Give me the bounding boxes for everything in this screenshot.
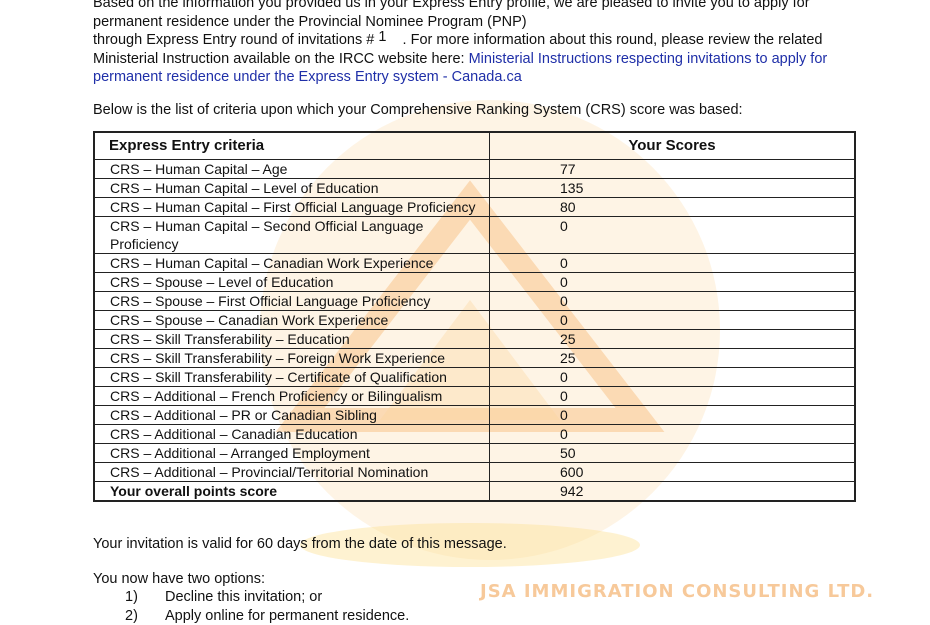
score-cell: 50 [490, 444, 856, 463]
table-header-row: Express Entry criteria Your Scores [94, 132, 855, 160]
score-cell: 25 [490, 349, 856, 368]
criterion-cell: CRS – Human Capital – Second Official La… [94, 217, 490, 254]
criterion-cell: CRS – Human Capital – Level of Education [94, 179, 490, 198]
option-text: Apply online for permanent residence. [165, 608, 409, 624]
criterion-cell: CRS – Human Capital – Canadian Work Expe… [94, 254, 490, 273]
criterion-cell: CRS – Skill Transferability – Certificat… [94, 368, 490, 387]
score-cell: 25 [490, 330, 856, 349]
criteria-intro: Below is the list of criteria upon which… [93, 101, 873, 120]
header-criteria: Express Entry criteria [94, 132, 490, 160]
round-label: through Express Entry round of invitatio… [93, 32, 374, 48]
table-row: CRS – Human Capital – Second Official La… [94, 217, 855, 254]
table-row: CRS – Human Capital – Canadian Work Expe… [94, 254, 855, 273]
option-number: 2) [125, 607, 165, 625]
intro-paragraph: Based on the information you provided us… [93, 0, 873, 87]
score-cell: 0 [490, 311, 856, 330]
criterion-cell: CRS – Spouse – First Official Language P… [94, 292, 490, 311]
options-list: 1)Decline this invitation; or 2)Apply on… [125, 588, 465, 625]
intro-line: Based on the information you provided us… [93, 0, 873, 13]
criterion-cell: CRS – Spouse – Level of Education [94, 273, 490, 292]
intro-line: permanent residence under the Provincial… [93, 13, 873, 32]
intro-text: Ministerial Instruction available on the… [93, 51, 465, 67]
criterion-cell: CRS – Skill Transferability – Foreign Wo… [94, 349, 490, 368]
score-cell: 942 [490, 482, 856, 502]
option-item: 1)Decline this invitation; or [125, 588, 465, 607]
table-row: CRS – Additional – French Proficiency or… [94, 387, 855, 406]
score-cell: 80 [490, 198, 856, 217]
crs-score-table: Express Entry criteria Your Scores CRS –… [93, 131, 856, 502]
options-intro: You now have two options: [93, 570, 873, 589]
header-scores: Your Scores [490, 132, 856, 160]
criterion-cell: CRS – Human Capital – Age [94, 160, 490, 179]
table-row: CRS – Skill Transferability – Foreign Wo… [94, 349, 855, 368]
option-item: 2)Apply online for permanent residence. [125, 607, 465, 625]
option-number: 1) [125, 588, 165, 607]
score-cell: 0 [490, 368, 856, 387]
table-row: CRS – Human Capital – Level of Education… [94, 179, 855, 198]
table-row: CRS – Additional – PR or Canadian Siblin… [94, 406, 855, 425]
score-cell: 0 [490, 254, 856, 273]
validity-text: Your invitation is valid for 60 days fro… [93, 535, 873, 554]
criterion-cell: CRS – Additional – Arranged Employment [94, 444, 490, 463]
criterion-cell: CRS – Human Capital – First Official Lan… [94, 198, 490, 217]
score-cell: 600 [490, 463, 856, 482]
score-cell: 77 [490, 160, 856, 179]
criterion-cell: CRS – Skill Transferability – Education [94, 330, 490, 349]
score-cell: 0 [490, 217, 856, 254]
criterion-cell: CRS – Additional – French Proficiency or… [94, 387, 490, 406]
table-row: CRS – Human Capital – First Official Lan… [94, 198, 855, 217]
score-cell: 0 [490, 425, 856, 444]
score-cell: 135 [490, 179, 856, 198]
criterion-cell: CRS – Additional – PR or Canadian Siblin… [94, 406, 490, 425]
criterion-cell: CRS – Spouse – Canadian Work Experience [94, 311, 490, 330]
score-cell: 0 [490, 292, 856, 311]
intro-text: . For more information about this round,… [403, 32, 823, 48]
table-row: CRS – Skill Transferability – Certificat… [94, 368, 855, 387]
intro-line: Ministerial Instruction available on the… [93, 50, 873, 87]
criterion-cell: Your overall points score [94, 482, 490, 502]
score-cell: 0 [490, 273, 856, 292]
option-text: Decline this invitation; or [165, 589, 322, 605]
intro-line: through Express Entry round of invitatio… [93, 31, 873, 50]
score-cell: 0 [490, 406, 856, 425]
criterion-cell: CRS – Additional – Canadian Education [94, 425, 490, 444]
criterion-cell: CRS – Additional – Provincial/Territoria… [94, 463, 490, 482]
table-row: CRS – Spouse – First Official Language P… [94, 292, 855, 311]
score-cell: 0 [490, 387, 856, 406]
table-row: CRS – Additional – Provincial/Territoria… [94, 463, 855, 482]
round-number: 1 [378, 29, 386, 45]
